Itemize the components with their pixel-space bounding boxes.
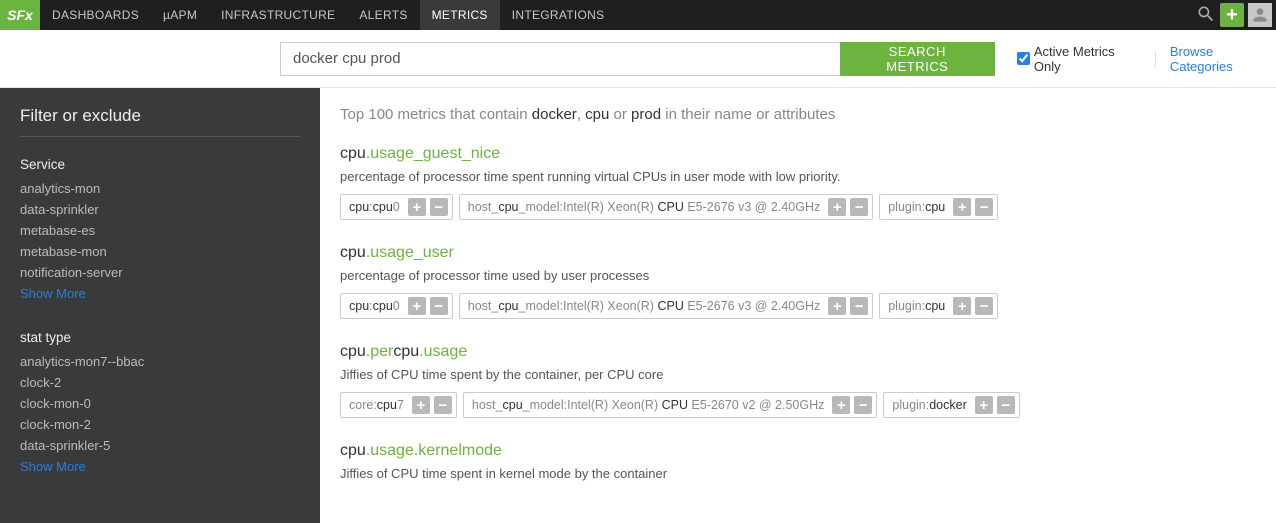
sidebar-groups: Serviceanalytics-mondata-sprinklermetaba… — [20, 157, 300, 477]
active-metrics-only[interactable]: Active Metrics Only — [1017, 44, 1141, 74]
sidebar: Filter or exclude Serviceanalytics-monda… — [0, 88, 320, 523]
metric-tag: cpu:cpu0+− — [340, 194, 453, 220]
filter-item[interactable]: data-sprinkler — [20, 199, 300, 220]
show-more-link[interactable]: Show More — [20, 283, 300, 304]
metric-description: Jiffies of CPU time spent by the contain… — [340, 367, 1256, 382]
tag-include-button[interactable]: + — [832, 396, 850, 414]
tag-exclude-button[interactable]: − — [854, 396, 872, 414]
logo[interactable]: SFx — [0, 0, 40, 30]
tag-include-button[interactable]: + — [408, 198, 426, 216]
results-main: Top 100 metrics that contain docker, cpu… — [320, 88, 1276, 523]
divider — [1155, 51, 1156, 67]
browse-categories-link[interactable]: Browse Categories — [1170, 44, 1276, 74]
filter-item[interactable]: clock-mon-0 — [20, 393, 300, 414]
active-metrics-checkbox[interactable] — [1017, 52, 1030, 65]
metric-tag: core:cpu7+− — [340, 392, 457, 418]
tag-include-button[interactable]: + — [828, 198, 846, 216]
nav-item-µapm[interactable]: µAPM — [151, 0, 209, 30]
metric-tag: plugin:cpu+− — [879, 194, 998, 220]
metric-name[interactable]: cpu.usage_guest_nice — [340, 145, 1256, 163]
metric-result: cpu.usage.kernelmode Jiffies of CPU time … — [340, 442, 1256, 481]
filter-item[interactable]: analytics-mon7--bbac — [20, 351, 300, 372]
sidebar-title: Filter or exclude — [20, 106, 300, 126]
search-button[interactable]: SEARCH METRICS — [840, 42, 995, 76]
filter-item[interactable]: analytics-mon — [20, 178, 300, 199]
metric-result: cpu.usage_user percentage of processor ti… — [340, 244, 1256, 319]
nav-item-metrics[interactable]: METRICS — [420, 0, 500, 30]
tag-exclude-button[interactable]: − — [997, 396, 1015, 414]
metric-tag: host_cpu_model:Intel(R) Xeon(R) CPU E5-2… — [463, 392, 877, 418]
metric-tags: cpu:cpu0+−host_cpu_model:Intel(R) Xeon(R… — [340, 194, 1256, 220]
tag-include-button[interactable]: + — [953, 297, 971, 315]
metric-description: percentage of processor time used by use… — [340, 268, 1256, 283]
nav-items: DASHBOARDSµAPMINFRASTRUCTUREALERTSMETRIC… — [40, 0, 616, 30]
filter-group-title: stat type — [20, 330, 300, 345]
tag-include-button[interactable]: + — [953, 198, 971, 216]
metric-description: percentage of processor time spent runni… — [340, 169, 1256, 184]
filter-item[interactable]: metabase-mon — [20, 241, 300, 262]
search-icon[interactable] — [1196, 4, 1216, 27]
tag-exclude-button[interactable]: − — [975, 297, 993, 315]
nav-item-infrastructure[interactable]: INFRASTRUCTURE — [209, 0, 347, 30]
metric-tag: host_cpu_model:Intel(R) Xeon(R) CPU E5-2… — [459, 194, 873, 220]
search-row: SEARCH METRICS Active Metrics Only Brows… — [0, 30, 1276, 88]
user-avatar[interactable] — [1248, 3, 1272, 27]
filter-item[interactable]: metabase-es — [20, 220, 300, 241]
results-list: cpu.usage_guest_nice percentage of proces… — [340, 145, 1256, 481]
metric-name[interactable]: cpu.percpu.usage — [340, 343, 1256, 361]
sidebar-divider — [20, 136, 300, 137]
nav-item-integrations[interactable]: INTEGRATIONS — [500, 0, 617, 30]
tag-exclude-button[interactable]: − — [850, 198, 868, 216]
metric-description: Jiffies of CPU time spent in kernel mode… — [340, 466, 1256, 481]
metric-tags: cpu:cpu0+−host_cpu_model:Intel(R) Xeon(R… — [340, 293, 1256, 319]
search-input[interactable] — [280, 42, 840, 76]
tag-include-button[interactable]: + — [412, 396, 430, 414]
tag-exclude-button[interactable]: − — [434, 396, 452, 414]
tag-exclude-button[interactable]: − — [430, 297, 448, 315]
filter-item[interactable]: notification-server — [20, 262, 300, 283]
filter-item[interactable]: clock-2 — [20, 372, 300, 393]
metric-tag: host_cpu_model:Intel(R) Xeon(R) CPU E5-2… — [459, 293, 873, 319]
top-nav: SFx DASHBOARDSµAPMINFRASTRUCTUREALERTSME… — [0, 0, 1276, 30]
metric-name[interactable]: cpu.usage.kernelmode — [340, 442, 1256, 460]
tag-exclude-button[interactable]: − — [975, 198, 993, 216]
nav-item-dashboards[interactable]: DASHBOARDS — [40, 0, 151, 30]
tag-include-button[interactable]: + — [828, 297, 846, 315]
filter-item[interactable]: data-sprinkler-5 — [20, 435, 300, 456]
tag-include-button[interactable]: + — [408, 297, 426, 315]
metric-result: cpu.usage_guest_nice percentage of proces… — [340, 145, 1256, 220]
metric-result: cpu.percpu.usage Jiffies of CPU time spen… — [340, 343, 1256, 418]
show-more-link[interactable]: Show More — [20, 456, 300, 477]
filter-group-title: Service — [20, 157, 300, 172]
nav-item-alerts[interactable]: ALERTS — [347, 0, 419, 30]
metric-tags: core:cpu7+−host_cpu_model:Intel(R) Xeon(… — [340, 392, 1256, 418]
results-header: Top 100 metrics that contain docker, cpu… — [340, 106, 1256, 123]
metric-tag: cpu:cpu0+− — [340, 293, 453, 319]
add-button[interactable]: + — [1220, 3, 1244, 27]
metric-tag: plugin:cpu+− — [879, 293, 998, 319]
metric-tag: plugin:docker+− — [883, 392, 1019, 418]
active-metrics-label: Active Metrics Only — [1034, 44, 1141, 74]
tag-include-button[interactable]: + — [975, 396, 993, 414]
metric-name[interactable]: cpu.usage_user — [340, 244, 1256, 262]
tag-exclude-button[interactable]: − — [850, 297, 868, 315]
tag-exclude-button[interactable]: − — [430, 198, 448, 216]
filter-item[interactable]: clock-mon-2 — [20, 414, 300, 435]
